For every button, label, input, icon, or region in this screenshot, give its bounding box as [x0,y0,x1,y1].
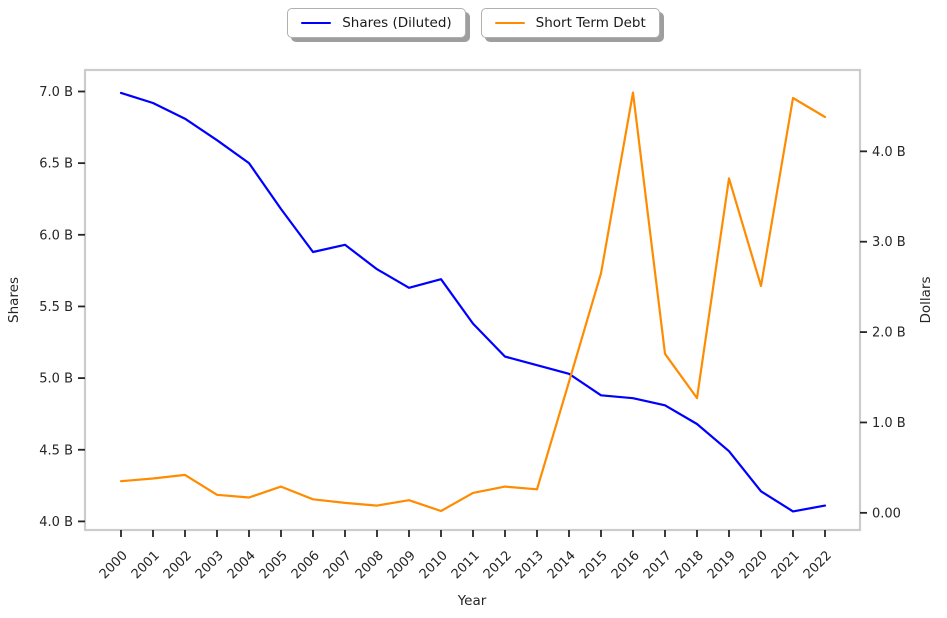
shares-line-swatch [301,21,332,25]
y-left-tick-label: 7.0 B [39,85,73,100]
x-tick-label: 2012 [481,548,515,582]
x-tick-label: 2022 [801,548,835,582]
x-tick-label: 2014 [545,548,579,582]
series-line-shares-diluted [119,91,827,513]
y-right-tick-label: 4.0 B [872,145,906,160]
y-right-tick-label: 3.0 B [872,235,906,250]
y-axis-label-right: Dollars [918,276,934,324]
x-tick-label: 2009 [385,548,419,582]
x-tick-label: 2018 [673,548,707,582]
legend-label-short-term-debt: Short Term Debt [535,15,646,31]
x-tick-label: 2010 [417,548,451,582]
y-right-tick-label: 1.0 B [872,416,906,431]
x-tick-label: 2011 [449,548,483,582]
x-tick-label: 2013 [513,548,547,582]
series-line-short-term-debt [119,91,827,513]
x-tick-label: 2000 [97,548,131,582]
x-tick-label: 2016 [609,548,643,582]
x-tick-label: 2001 [129,548,163,582]
y-left-tick-label: 5.0 B [39,372,73,387]
x-tick-label: 2021 [769,548,803,582]
x-tick-label: 2015 [577,548,611,582]
x-tick-label: 2017 [641,548,675,582]
y-right-tick-label: 2.0 B [872,326,906,341]
x-tick-label: 2003 [193,548,227,582]
y-left-tick-label: 6.0 B [39,228,73,243]
y-left-tick-label: 5.5 B [39,300,73,315]
legend-label-shares: Shares (Diluted) [342,15,452,31]
y-right-tick-label: 0.00 [872,506,901,521]
x-axis-label: Year [457,593,487,609]
debt-line-swatch [494,21,525,25]
x-tick-label: 2006 [289,548,323,582]
x-tick-label: 2004 [225,548,259,582]
plot-area-frame [83,68,862,532]
y-axis-label-left: Shares [6,277,22,323]
legend: Shares (Diluted) Short Term Debt [0,8,947,38]
x-tick-label: 2019 [705,548,739,582]
y-left-tick-label: 6.5 B [39,157,73,172]
y-left-tick-label: 4.5 B [39,443,73,458]
x-tick-label: 2008 [353,548,387,582]
x-tick-label: 2020 [737,548,771,582]
y-left-tick-label: 4.0 B [39,515,73,530]
legend-item-shares: Shares (Diluted) [287,8,466,38]
x-tick-label: 2005 [257,548,291,582]
x-tick-label: 2007 [321,548,355,582]
x-tick-label: 2002 [161,548,195,582]
legend-item-short-term-debt: Short Term Debt [480,8,660,38]
